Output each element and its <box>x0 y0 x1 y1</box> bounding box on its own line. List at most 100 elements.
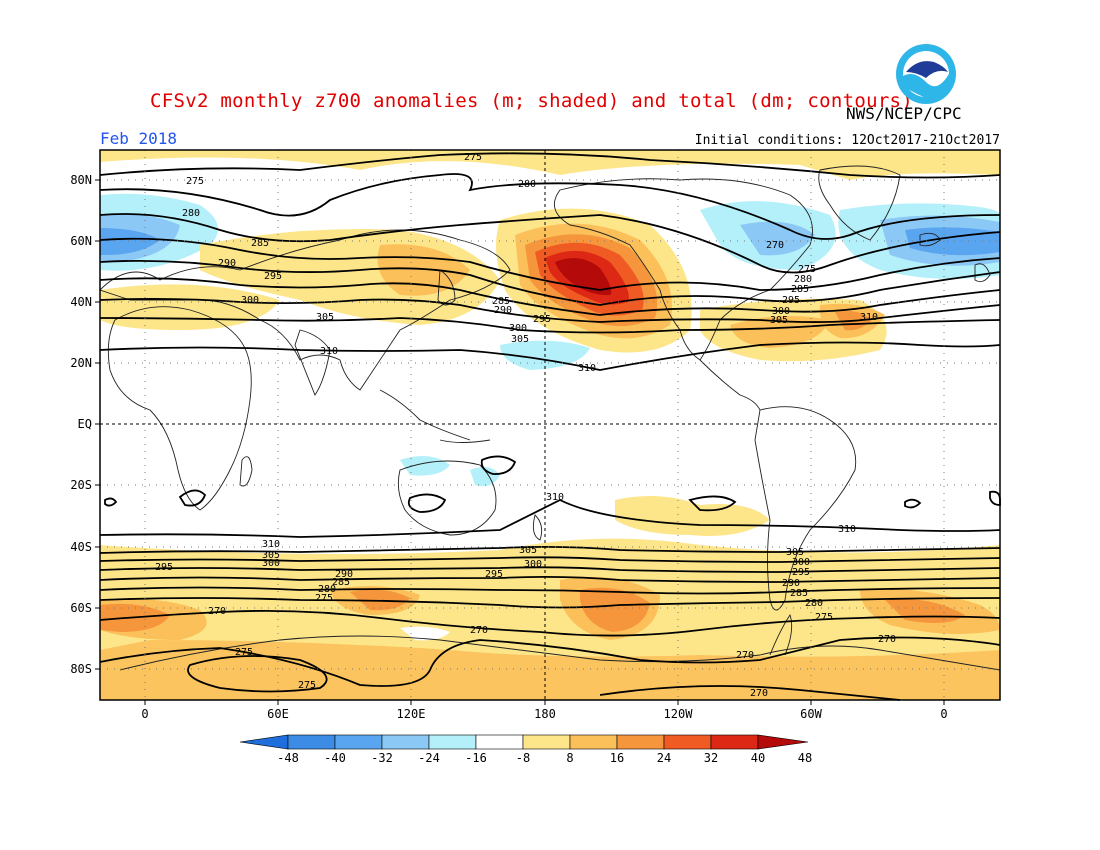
y-tick-label: 40N <box>70 295 92 309</box>
contour-label: 295 <box>264 271 282 282</box>
colorbar-swatch <box>381 734 430 750</box>
contour-label: 285 <box>251 238 269 249</box>
contour-label: 280 <box>794 274 812 285</box>
colorbar-tick-label: -32 <box>371 751 393 765</box>
contour-label: 305 <box>316 312 334 323</box>
contour-label: 305 <box>262 550 280 561</box>
x-axis: 0 60E 120E 180 120W 60W 0 <box>141 700 948 721</box>
contour-label: 290 <box>335 569 353 580</box>
agency-label: NWS/NCEP/CPC <box>846 104 962 123</box>
colorbar-tick-label: 24 <box>657 751 671 765</box>
contour-label: 300 <box>262 558 280 569</box>
y-tick-label: 80S <box>70 662 92 676</box>
contour-label: 285 <box>790 588 808 599</box>
height-contours <box>99 152 1001 701</box>
noaa-logo <box>896 44 956 104</box>
x-tick-label: 60E <box>267 707 289 721</box>
contour-label: 305 <box>519 545 537 556</box>
contour-label: 295 <box>155 562 173 573</box>
contour-label: 275 <box>186 176 204 187</box>
reference-lines <box>100 150 1000 700</box>
contour-label: 295 <box>533 314 551 325</box>
colorbar-tick-label: 8 <box>566 751 573 765</box>
grid-dots <box>100 150 1000 700</box>
contour-label: 310 <box>262 539 280 550</box>
x-tick-label: 0 <box>940 707 947 721</box>
contour-label: 305 <box>786 547 804 558</box>
colorbar-tick-label: -24 <box>418 751 440 765</box>
y-tick-label: 60N <box>70 234 92 248</box>
contour-label: 300 <box>772 306 790 317</box>
y-tick-label: 40S <box>70 540 92 554</box>
contour-label: 275 <box>298 680 316 691</box>
colorbar-tick-label: -48 <box>277 751 299 765</box>
colorbar-tick-label: -8 <box>516 751 530 765</box>
contour-label: 275 <box>235 647 253 658</box>
contour-label: 275 <box>815 612 833 623</box>
contour-label: 270 <box>736 650 754 661</box>
x-tick-label: 180 <box>534 707 556 721</box>
contour-label: 280 <box>318 584 336 595</box>
contour-label: 300 <box>509 323 527 334</box>
colorbar-tick-label: 32 <box>704 751 718 765</box>
contour-label: 310 <box>578 363 596 374</box>
contour-label: 280 <box>805 598 823 609</box>
colorbar-swatch <box>616 734 665 750</box>
contour-label: 275 <box>464 152 482 163</box>
contour-labels: 275 275 280 280 285 290 295 300 305 310 … <box>155 152 896 699</box>
contour-label: 295 <box>782 295 800 306</box>
contour-label: 285 <box>791 284 809 295</box>
x-tick-label: 120W <box>664 707 694 721</box>
colorbar-arrow-left <box>239 734 289 750</box>
contour-label: 270 <box>470 625 488 636</box>
contour-label: 270 <box>750 688 768 699</box>
contour-label: 300 <box>792 557 810 568</box>
chart-title: CFSv2 monthly z700 anomalies (m; shaded)… <box>150 90 914 112</box>
map-frame <box>99 149 1001 701</box>
y-axis: 80N 60N 40N 20N EQ 20S 40S 60S 80S <box>70 173 100 676</box>
x-tick-label: 0 <box>141 707 148 721</box>
contour-label: 270 <box>766 240 784 251</box>
forecast-period: Feb 2018 <box>100 129 178 148</box>
contour-label: 290 <box>218 258 236 269</box>
contour-label: 285 <box>332 577 350 588</box>
initial-conditions: Initial conditions: 12Oct2017-21Oct2017 <box>694 133 1000 148</box>
y-tick-label: 20N <box>70 356 92 370</box>
contour-label: 290 <box>494 305 512 316</box>
colorbar-swatch <box>522 734 571 750</box>
contour-label: 295 <box>792 567 810 578</box>
contour-label: 300 <box>241 295 259 306</box>
colorbar-tick-label: 16 <box>610 751 624 765</box>
colorbar-swatch <box>428 734 477 750</box>
contour-label: 275 <box>315 593 333 604</box>
contour-label: 290 <box>782 578 800 589</box>
contour-label: 300 <box>524 559 542 570</box>
contour-label: 295 <box>485 569 503 580</box>
colorbar-swatch <box>334 734 383 750</box>
contour-label: 280 <box>182 208 200 219</box>
coastlines <box>99 165 1001 671</box>
contour-label: 280 <box>518 179 536 190</box>
x-tick-label: 120E <box>397 707 426 721</box>
y-tick-label: 80N <box>70 173 92 187</box>
colorbar-tick-label: 40 <box>751 751 765 765</box>
colorbar-tick-label: -40 <box>324 751 346 765</box>
colorbar-arrow-right <box>757 734 809 750</box>
contour-label: 305 <box>511 334 529 345</box>
contour-label: 310 <box>320 346 338 357</box>
colorbar-swatch <box>475 734 524 750</box>
contour-label: 270 <box>878 634 896 645</box>
contour-label: 305 <box>770 315 788 326</box>
contour-label: 285 <box>492 296 510 307</box>
contour-label: 310 <box>860 312 878 323</box>
contour-label: 310 <box>838 524 856 535</box>
x-tick-label: 60W <box>800 707 822 721</box>
colorbar-swatch <box>663 734 712 750</box>
colorbar-tick-label: -16 <box>465 751 487 765</box>
y-tick-label: 20S <box>70 478 92 492</box>
colorbar-tick-label: 48 <box>798 751 812 765</box>
y-tick-label: EQ <box>78 417 92 431</box>
colorbar-swatch <box>710 734 759 750</box>
colorbar-swatch <box>287 734 336 750</box>
